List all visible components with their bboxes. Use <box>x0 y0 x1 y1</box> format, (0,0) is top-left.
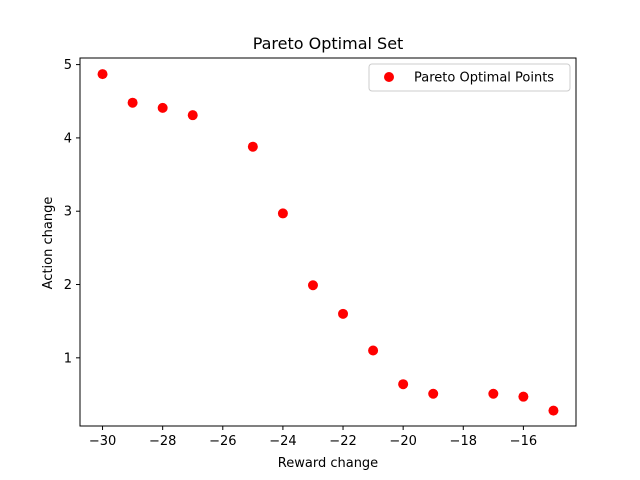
y-tick-label: 1 <box>64 351 72 366</box>
x-tick-label: −20 <box>389 434 416 449</box>
data-point <box>488 388 499 399</box>
data-point <box>428 388 439 399</box>
plot-area: −30 −28 −26 −24 −22 −20 −18 −16 1 2 3 4 5 <box>64 57 577 449</box>
x-tick-label: −30 <box>89 434 116 449</box>
data-point <box>368 345 379 356</box>
data-point <box>127 97 138 108</box>
x-axis-label: Reward change <box>278 456 378 471</box>
y-tick-label: 5 <box>64 58 72 73</box>
data-point <box>157 102 168 113</box>
data-point <box>518 391 529 402</box>
x-tick-label: −26 <box>209 434 236 449</box>
chart-title: Pareto Optimal Set <box>253 34 404 53</box>
data-point <box>548 405 559 416</box>
data-point <box>398 379 409 390</box>
data-point <box>277 208 288 219</box>
legend: Pareto Optimal Points <box>368 63 571 92</box>
data-point <box>187 110 198 121</box>
data-point <box>307 280 318 291</box>
data-point <box>247 141 258 152</box>
y-tick-label: 4 <box>64 131 72 146</box>
y-axis-label: Action change <box>41 197 56 290</box>
legend-label: Pareto Optimal Points <box>414 71 554 86</box>
axes-frame <box>79 57 577 427</box>
y-tick-label: 2 <box>64 278 72 293</box>
data-point <box>97 69 108 80</box>
legend-box <box>368 63 571 92</box>
x-tick-label: −18 <box>450 434 477 449</box>
x-tick-label: −16 <box>510 434 537 449</box>
x-tick-label: −24 <box>269 434 296 449</box>
legend-marker <box>384 72 394 82</box>
x-tick-label: −28 <box>149 434 176 449</box>
x-tick-label: −22 <box>329 434 356 449</box>
y-tick-label: 3 <box>64 205 72 220</box>
data-point <box>338 308 349 319</box>
